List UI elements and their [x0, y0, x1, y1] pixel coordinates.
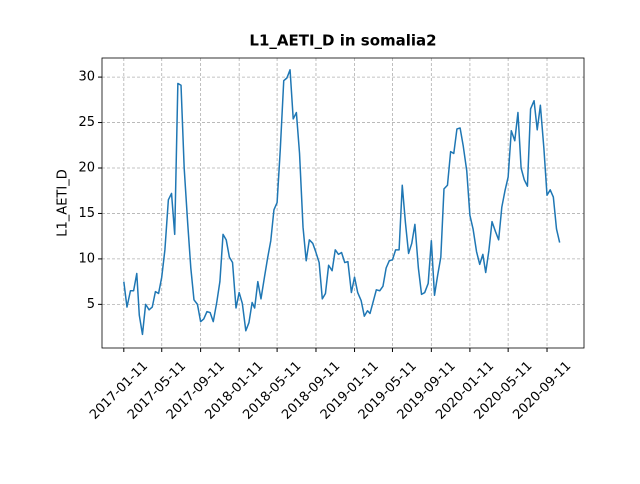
- data-line: [123, 69, 561, 336]
- y-tick-label: 20: [78, 161, 95, 176]
- plot-frame: [101, 57, 585, 349]
- y-tick-label: 10: [78, 251, 95, 266]
- chart-title: L1_AETI_D in somalia2: [249, 32, 436, 50]
- y-axis-label: L1_AETI_D: [56, 169, 71, 236]
- y-tick-label: 15: [78, 206, 95, 221]
- y-tick-label: 25: [78, 115, 95, 130]
- y-tick-label: 5: [87, 297, 95, 312]
- y-tick-label: 30: [78, 70, 95, 85]
